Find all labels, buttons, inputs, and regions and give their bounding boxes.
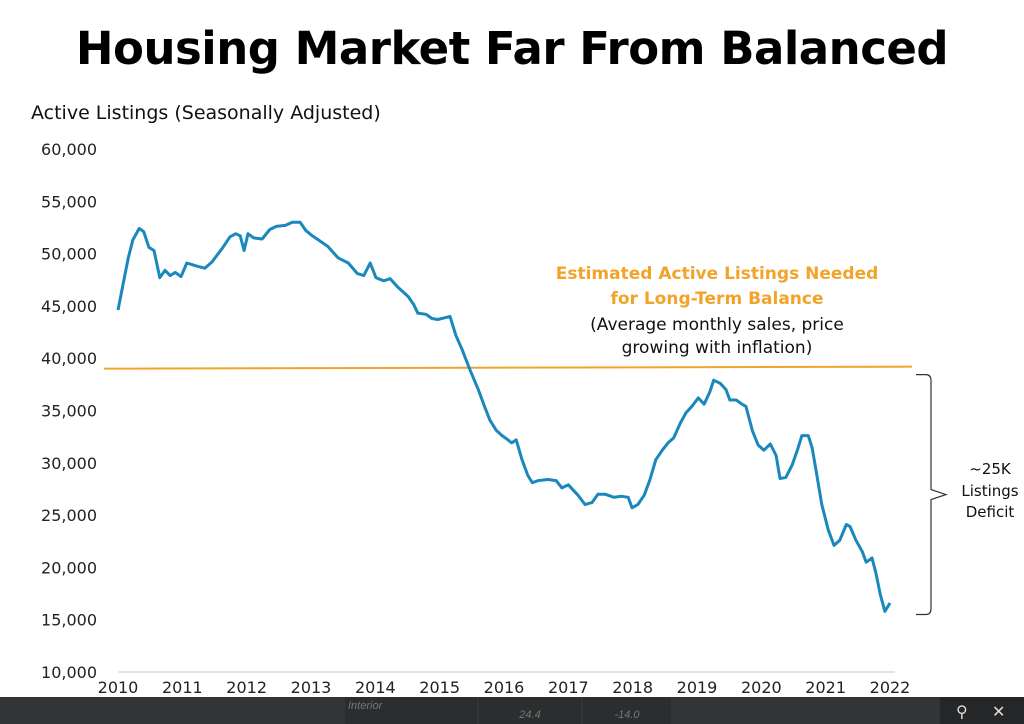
overlay-icon-area	[940, 697, 1024, 724]
deficit-label-line-2: Listings	[961, 482, 1018, 500]
deficit-bracket	[916, 374, 948, 616]
x-tick-label: 2022	[870, 678, 911, 697]
balance-reference-line	[103, 365, 913, 370]
y-tick-label: 60,000	[41, 140, 97, 159]
overlay-cell-label: Interior	[345, 697, 477, 724]
reference-label-line-1: Estimated Active Listings Needed	[556, 264, 879, 284]
y-tick-label: 50,000	[41, 245, 97, 264]
x-tick-label: 2016	[484, 678, 525, 697]
reference-label-line-2: for Long-Term Balance	[610, 289, 823, 309]
x-tick-label: 2010	[98, 678, 139, 697]
series-line-active-listings	[116, 220, 892, 613]
y-tick-label: 40,000	[41, 349, 97, 368]
y-tick-label: 35,000	[41, 402, 97, 421]
x-tick-label: 2021	[805, 678, 846, 697]
y-tick-label: 10,000	[41, 663, 97, 682]
deficit-label-line-1: ~25K	[969, 460, 1012, 478]
x-tick-label: 2012	[226, 678, 267, 697]
overlay-cell-value-2: -14.0	[583, 697, 671, 724]
x-tick-label: 2015	[419, 678, 460, 697]
deficit-label-line-3: Deficit	[966, 503, 1015, 521]
search-icon[interactable]: ⚲	[956, 702, 968, 721]
x-tick-label: 2013	[291, 678, 332, 697]
chart-title: Housing Market Far From Balanced	[75, 22, 949, 75]
x-tick-label: 2017	[548, 678, 589, 697]
close-icon[interactable]: ✕	[992, 702, 1006, 721]
reference-note-line-1: (Average monthly sales, price	[590, 315, 844, 335]
y-tick-label: 25,000	[41, 506, 97, 525]
reference-note-line-2: growing with inflation)	[622, 338, 813, 358]
x-tick-label: 2019	[677, 678, 718, 697]
y-tick-label: 20,000	[41, 558, 97, 577]
x-tick-label: 2020	[741, 678, 782, 697]
x-tick-label: 2018	[612, 678, 653, 697]
x-tick-label: 2014	[355, 678, 396, 697]
y-tick-label: 15,000	[41, 611, 97, 630]
overlay-cell-value-1: 24.4	[479, 697, 581, 724]
x-tick-label: 2011	[162, 678, 203, 697]
y-tick-label: 45,000	[41, 297, 97, 316]
y-tick-label: 55,000	[41, 192, 97, 211]
y-axis-label: Active Listings (Seasonally Adjusted)	[31, 102, 381, 124]
y-tick-label: 30,000	[41, 454, 97, 473]
overlay-toolbar: Interior 24.4 -14.0 ⚲ ✕	[0, 697, 1024, 724]
